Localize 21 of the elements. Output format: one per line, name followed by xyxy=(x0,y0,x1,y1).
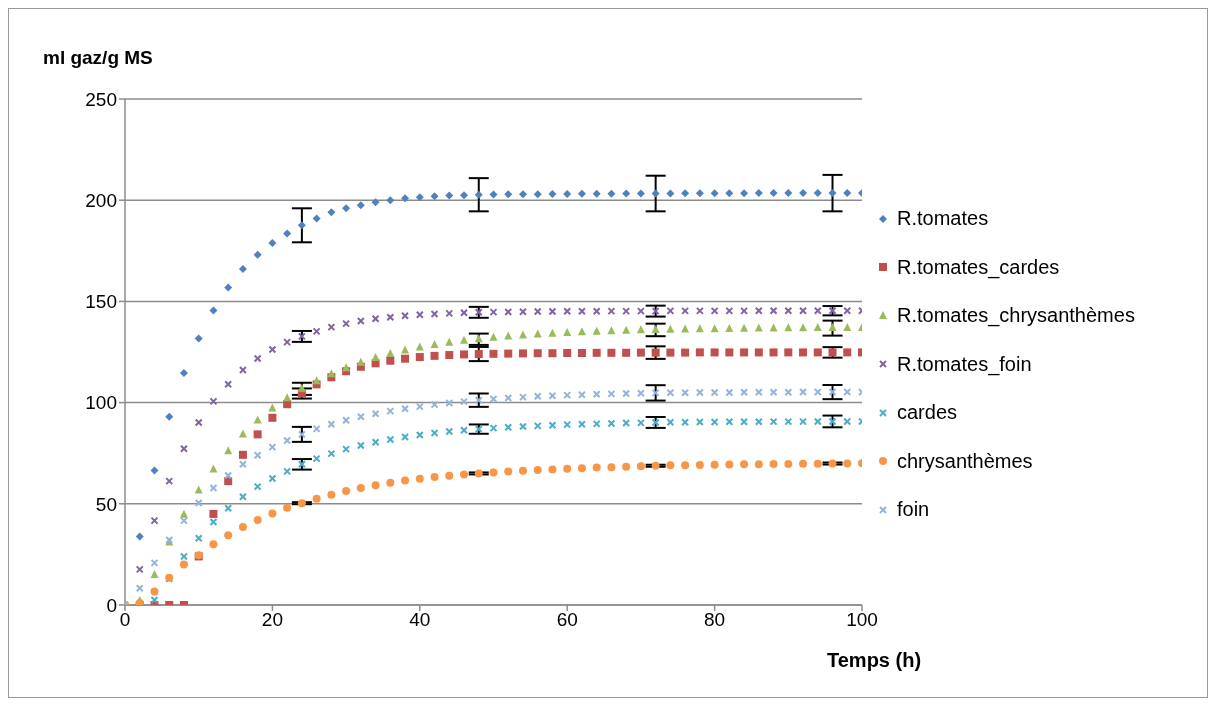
x-tick-label: 0 xyxy=(119,609,131,631)
legend-label: R.tomates_foin xyxy=(897,352,1032,376)
y-axis-title: ml gaz/g MS xyxy=(43,47,153,69)
x-tick-label: 60 xyxy=(556,609,578,631)
legend-label: chrysanthèmes xyxy=(897,449,1033,473)
legend-label: R.tomates_cardes xyxy=(897,255,1060,279)
y-tick-label: 250 xyxy=(85,88,117,110)
y-tick-label: 0 xyxy=(106,594,117,616)
legend-label: R.tomates_chrysanthèmes xyxy=(897,304,1135,327)
legend-label: cardes xyxy=(897,401,958,424)
x-tick-label: 100 xyxy=(846,609,878,631)
y-tick-label: 150 xyxy=(85,291,117,313)
y-tick-label: 200 xyxy=(85,189,117,211)
x-tick-label: 20 xyxy=(261,609,283,631)
legend-label: foin xyxy=(897,498,930,521)
x-tick-label: 80 xyxy=(704,609,726,631)
y-tick-label: 100 xyxy=(85,392,117,414)
x-tick-label: 40 xyxy=(409,609,431,631)
x-axis-title: Temps (h) xyxy=(827,649,922,672)
y-tick-label: 50 xyxy=(95,493,117,515)
legend-label: R.tomates xyxy=(897,207,989,230)
